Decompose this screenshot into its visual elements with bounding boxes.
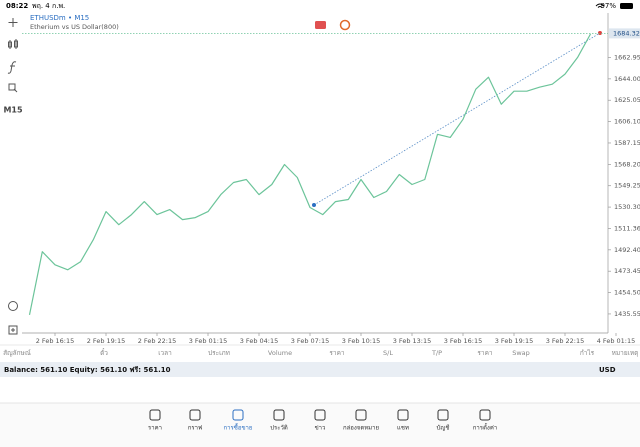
column-header: ราคา [329,349,344,357]
tab-label[interactable]: บัญชี [437,424,450,432]
wifi-icon [595,3,605,8]
column-header: Volume [268,349,292,357]
y-tick-label: 1625.05 [614,96,640,104]
column-header: กำไร [580,349,595,357]
chart-subtitle: Etherium vs US Dollar(800) [30,23,119,31]
x-tick-label: 2 Feb 19:15 [87,337,126,345]
tab-icon[interactable] [437,409,449,421]
trend-anchor [598,31,602,35]
tab-icon[interactable] [314,409,326,421]
oneclick-button[interactable] [339,19,351,31]
column-header: สัญลักษณ์ [3,349,31,357]
x-tick-label: 3 Feb 22:15 [546,337,585,345]
tab-label[interactable]: แชท [397,425,409,432]
tab-icon[interactable] [189,409,201,421]
column-header: ตั๋ว [100,348,108,357]
y-tick-label: 1530.30 [614,203,640,211]
price-line [28,33,592,316]
zoom-tool[interactable] [8,301,18,311]
y-tick-label: 1549.25 [614,182,640,190]
x-tick-label: 3 Feb 19:15 [495,337,534,345]
y-tick-label: 1606.10 [614,118,640,126]
tab-label[interactable]: ราคา [148,425,162,432]
function-tool[interactable] [7,61,17,74]
tab-icon[interactable] [355,409,367,421]
crosshair-tool[interactable] [8,18,18,27]
tab-icon[interactable] [273,409,285,421]
tab-label[interactable]: การซื้อขาย [224,422,253,432]
timeframe[interactable]: M15 [3,106,23,115]
tab-label[interactable]: การตั้งค่า [473,422,497,432]
column-header: หมายเหตุ [612,349,639,357]
tab-label[interactable]: ข่าว [315,425,326,432]
column-header: T/P [431,349,442,357]
x-tick-label: 3 Feb 07:15 [291,337,330,345]
status-date: พฤ. 4 ก.พ. [32,2,65,10]
y-tick-label: 1511.36 [614,224,640,232]
y-tick-label: 1492.40 [614,246,640,254]
battery-icon [620,3,633,9]
account-summary: Balance: 561.10 Equity: 561.10 ฟรี: 561.… [4,366,171,374]
y-tick-label: 1644.00 [614,75,640,83]
y-tick-label: 1587.15 [614,139,640,147]
sell-button[interactable] [315,21,326,29]
add-tool[interactable] [8,325,18,335]
x-tick-label: 3 Feb 16:15 [444,337,483,345]
trend-anchor [312,203,316,207]
balance-row [0,362,640,377]
tab-label[interactable]: ประวัติ [270,425,288,432]
indicators-tool[interactable] [8,39,18,49]
column-header: ราคา [477,349,492,357]
tab-icon[interactable] [232,409,244,421]
tab-icon[interactable] [479,409,491,421]
x-tick-label: 3 Feb 10:15 [342,337,381,345]
chart-title: ETHUSDm • M15 [30,14,89,22]
y-tick-label: 1454.50 [614,289,640,297]
tab-icon[interactable] [149,409,161,421]
tab-icon[interactable] [397,409,409,421]
x-tick-label: 3 Feb 01:15 [189,337,228,345]
current-price-label: 1684.32 [613,29,640,37]
x-tick-label: 4 Feb 01:15 [597,337,636,345]
x-tick-label: 3 Feb 04:15 [240,337,279,345]
x-tick-label: 2 Feb 16:15 [36,337,75,345]
tab-label[interactable]: กราฟ [188,425,202,432]
status-battery: 97% [600,2,616,10]
column-header: ประเภท [208,349,230,357]
current-price-box [609,28,640,39]
tab-label[interactable]: กล่องจดหมาย [343,425,379,432]
y-tick-label: 1568.20 [614,160,640,168]
objects-tool[interactable] [8,83,18,93]
column-header: เวลา [158,349,172,357]
y-tick-label: 1662.95 [614,53,640,61]
account-currency: USD [599,366,616,374]
status-time: 08:22 [6,2,28,10]
x-tick-label: 2 Feb 22:15 [138,337,177,345]
y-tick-label: 1435.55 [614,310,640,318]
left-toolbar [7,18,18,335]
column-header: Swap [512,349,530,357]
column-header: S/L [383,349,393,357]
x-tick-label: 3 Feb 13:15 [393,337,432,345]
y-tick-label: 1473.45 [614,267,640,275]
